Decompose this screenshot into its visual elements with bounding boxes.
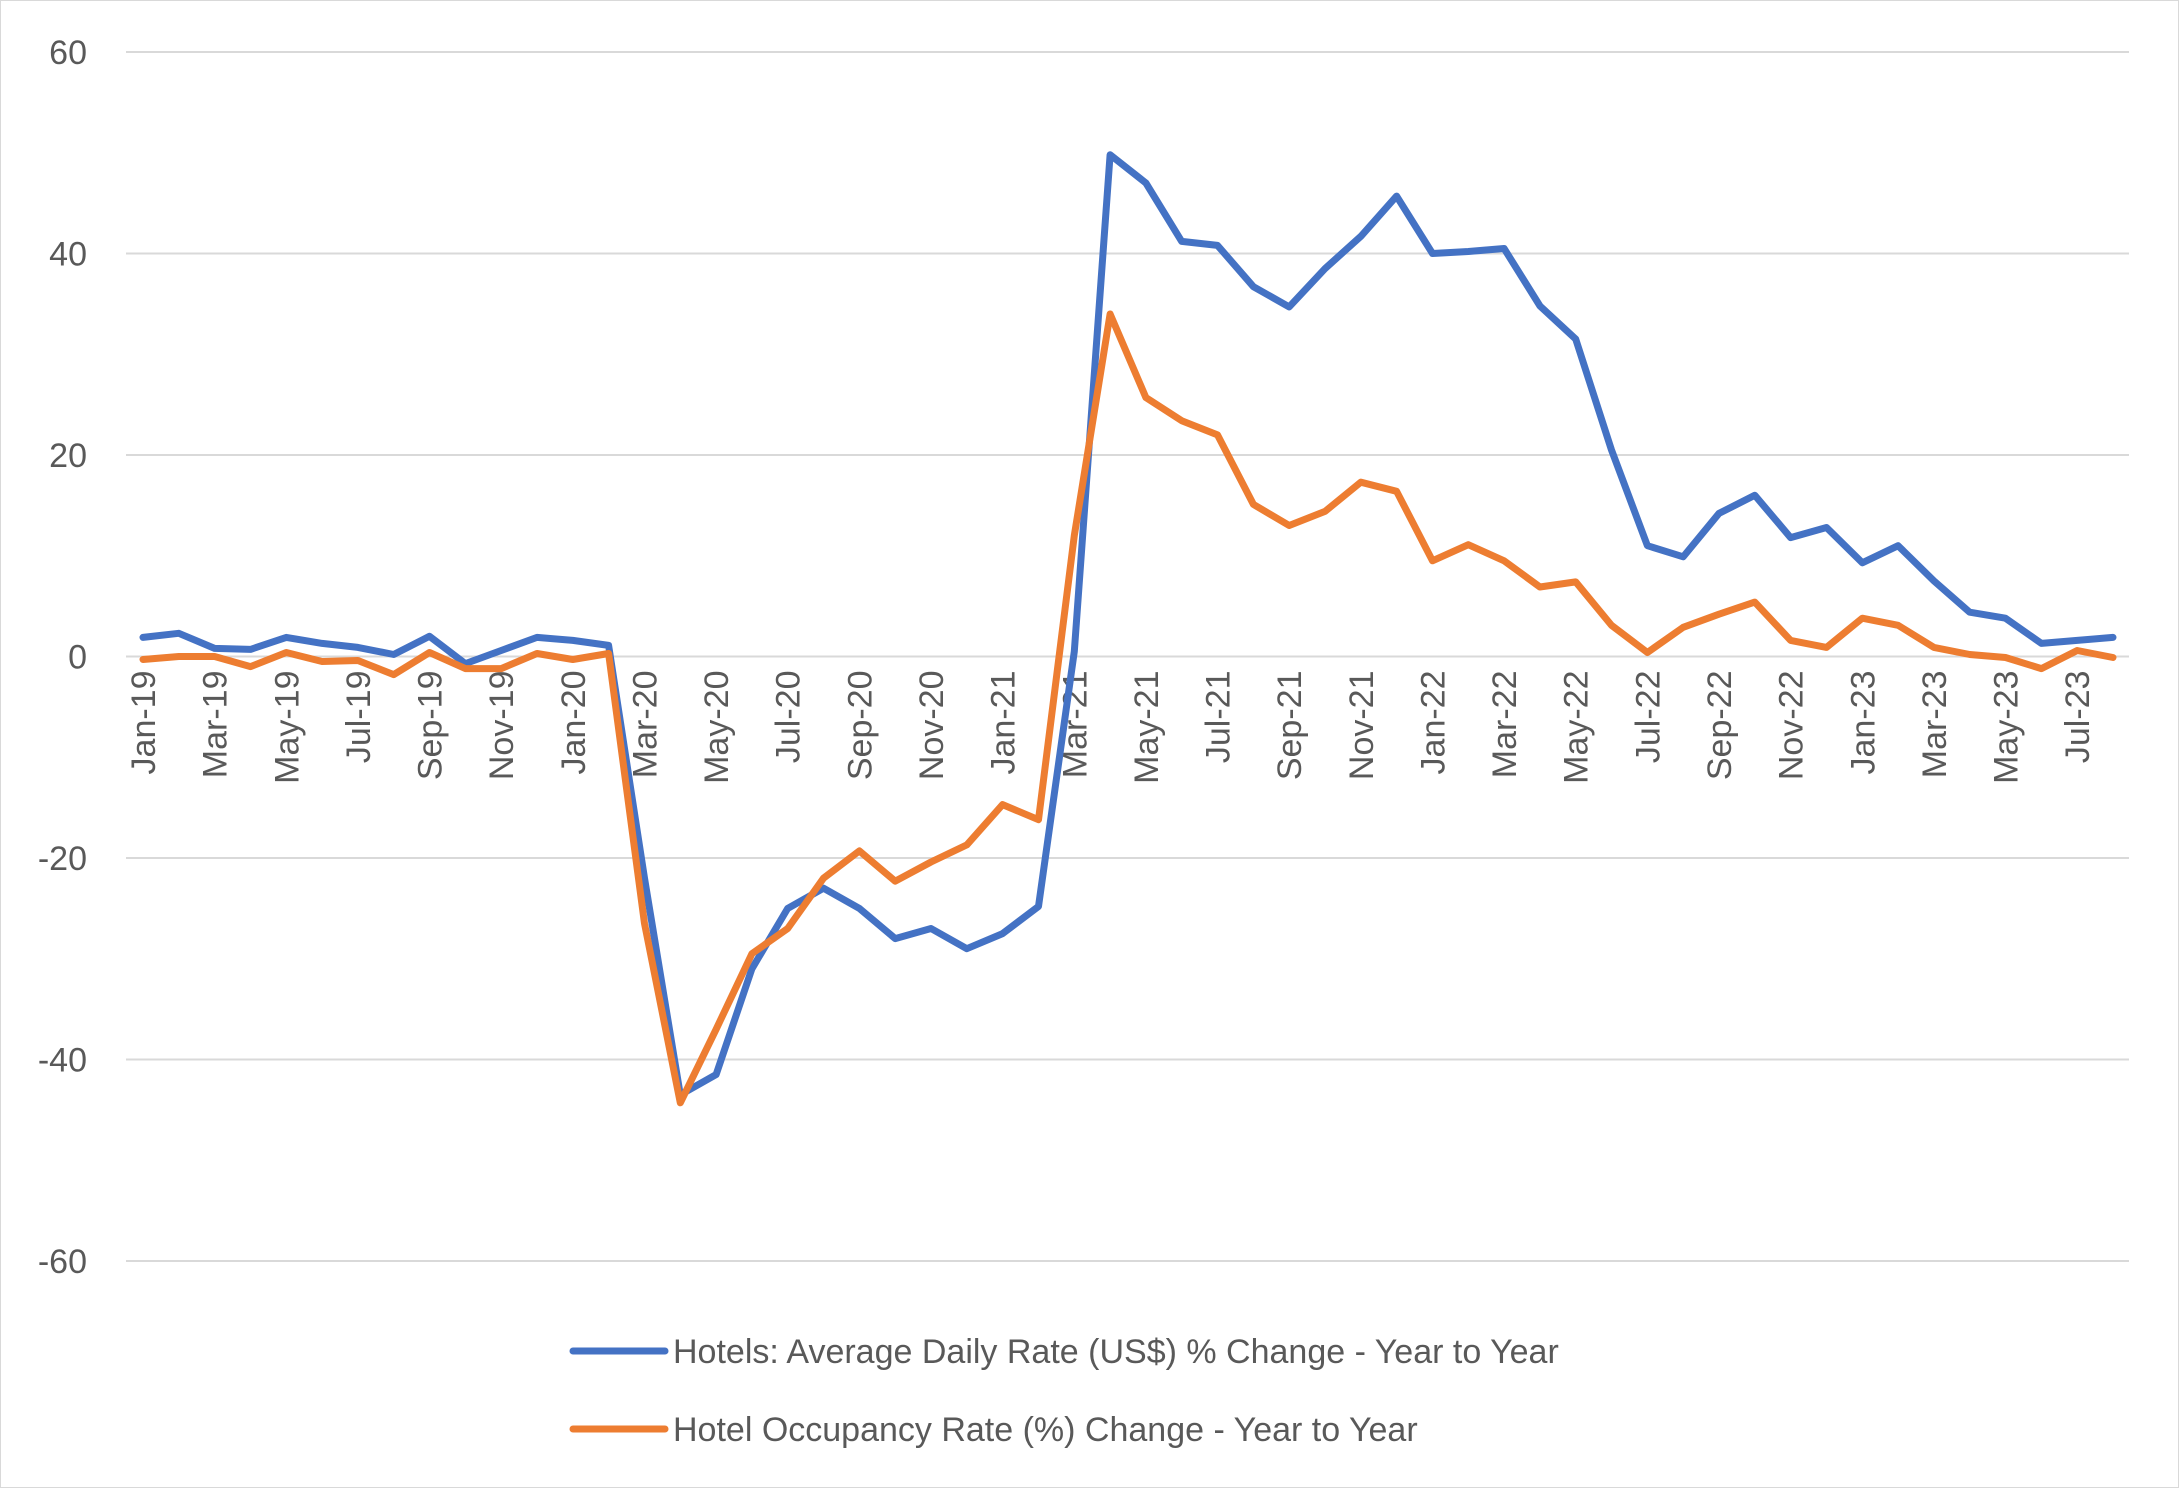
- x-tick-label: Nov-20: [913, 671, 951, 781]
- x-tick-label: Jan-23: [1844, 671, 1882, 775]
- x-axis-tick-labels: Jan-19 Mar-19 May-19 Jul-19 Sep-19 Nov-19 Jan-…: [125, 671, 2097, 784]
- x-tick-label: Sep-19: [412, 671, 450, 781]
- series-line-1: [139, 151, 2117, 1099]
- y-tick-label: -60: [38, 1243, 87, 1281]
- x-tick-label: Mar-22: [1486, 671, 1524, 779]
- x-tick-label: May-23: [1988, 671, 2026, 784]
- legend: Hotels: Average Daily Rate (US$) % Chang…: [569, 1333, 1559, 1449]
- x-tick-label: Mar-23: [1916, 671, 1954, 779]
- y-tick-label: -20: [38, 840, 87, 878]
- x-tick-label: Jul-19: [340, 671, 378, 764]
- y-tick-label: 60: [49, 34, 87, 72]
- x-tick-label: Nov-22: [1773, 671, 1811, 781]
- legend-label-2: Hotel Occupancy Rate (%) Change - Year t…: [673, 1411, 1418, 1449]
- x-tick-label: Mar-19: [197, 671, 235, 779]
- legend-label-1: Hotels: Average Daily Rate (US$) % Chang…: [673, 1333, 1559, 1371]
- y-tick-label: 40: [49, 236, 87, 274]
- x-tick-label: May-22: [1558, 671, 1596, 784]
- x-tick-label: Jul-21: [1200, 671, 1238, 764]
- x-tick-label: Jan-21: [985, 671, 1023, 775]
- x-tick-label: Nov-19: [483, 671, 521, 781]
- x-tick-label: Sep-21: [1271, 671, 1309, 781]
- x-tick-label: Mar-20: [626, 671, 664, 779]
- x-tick-label: Jul-20: [770, 671, 808, 764]
- series-lines: [139, 151, 2117, 1107]
- x-tick-label: Jul-22: [1629, 671, 1667, 764]
- x-tick-label: Jan-19: [125, 671, 163, 775]
- x-tick-label: Jan-22: [1414, 671, 1452, 775]
- x-tick-label: Jan-20: [555, 671, 593, 775]
- x-tick-label: Sep-22: [1701, 671, 1739, 781]
- y-tick-label: -40: [38, 1042, 87, 1080]
- x-tick-label: Nov-21: [1343, 671, 1381, 781]
- x-tick-label: May-20: [698, 671, 736, 784]
- y-axis-tick-labels: 60 40 20 0 -20 -40 -60: [38, 34, 87, 1281]
- x-tick-label: May-21: [1128, 671, 1166, 784]
- y-tick-label: 0: [68, 639, 87, 677]
- y-tick-label: 20: [49, 437, 87, 475]
- x-tick-label: Jul-23: [2059, 671, 2097, 764]
- x-tick-label: Sep-20: [841, 671, 879, 781]
- series-line-2: [139, 310, 2117, 1107]
- x-tick-label: May-19: [268, 671, 306, 784]
